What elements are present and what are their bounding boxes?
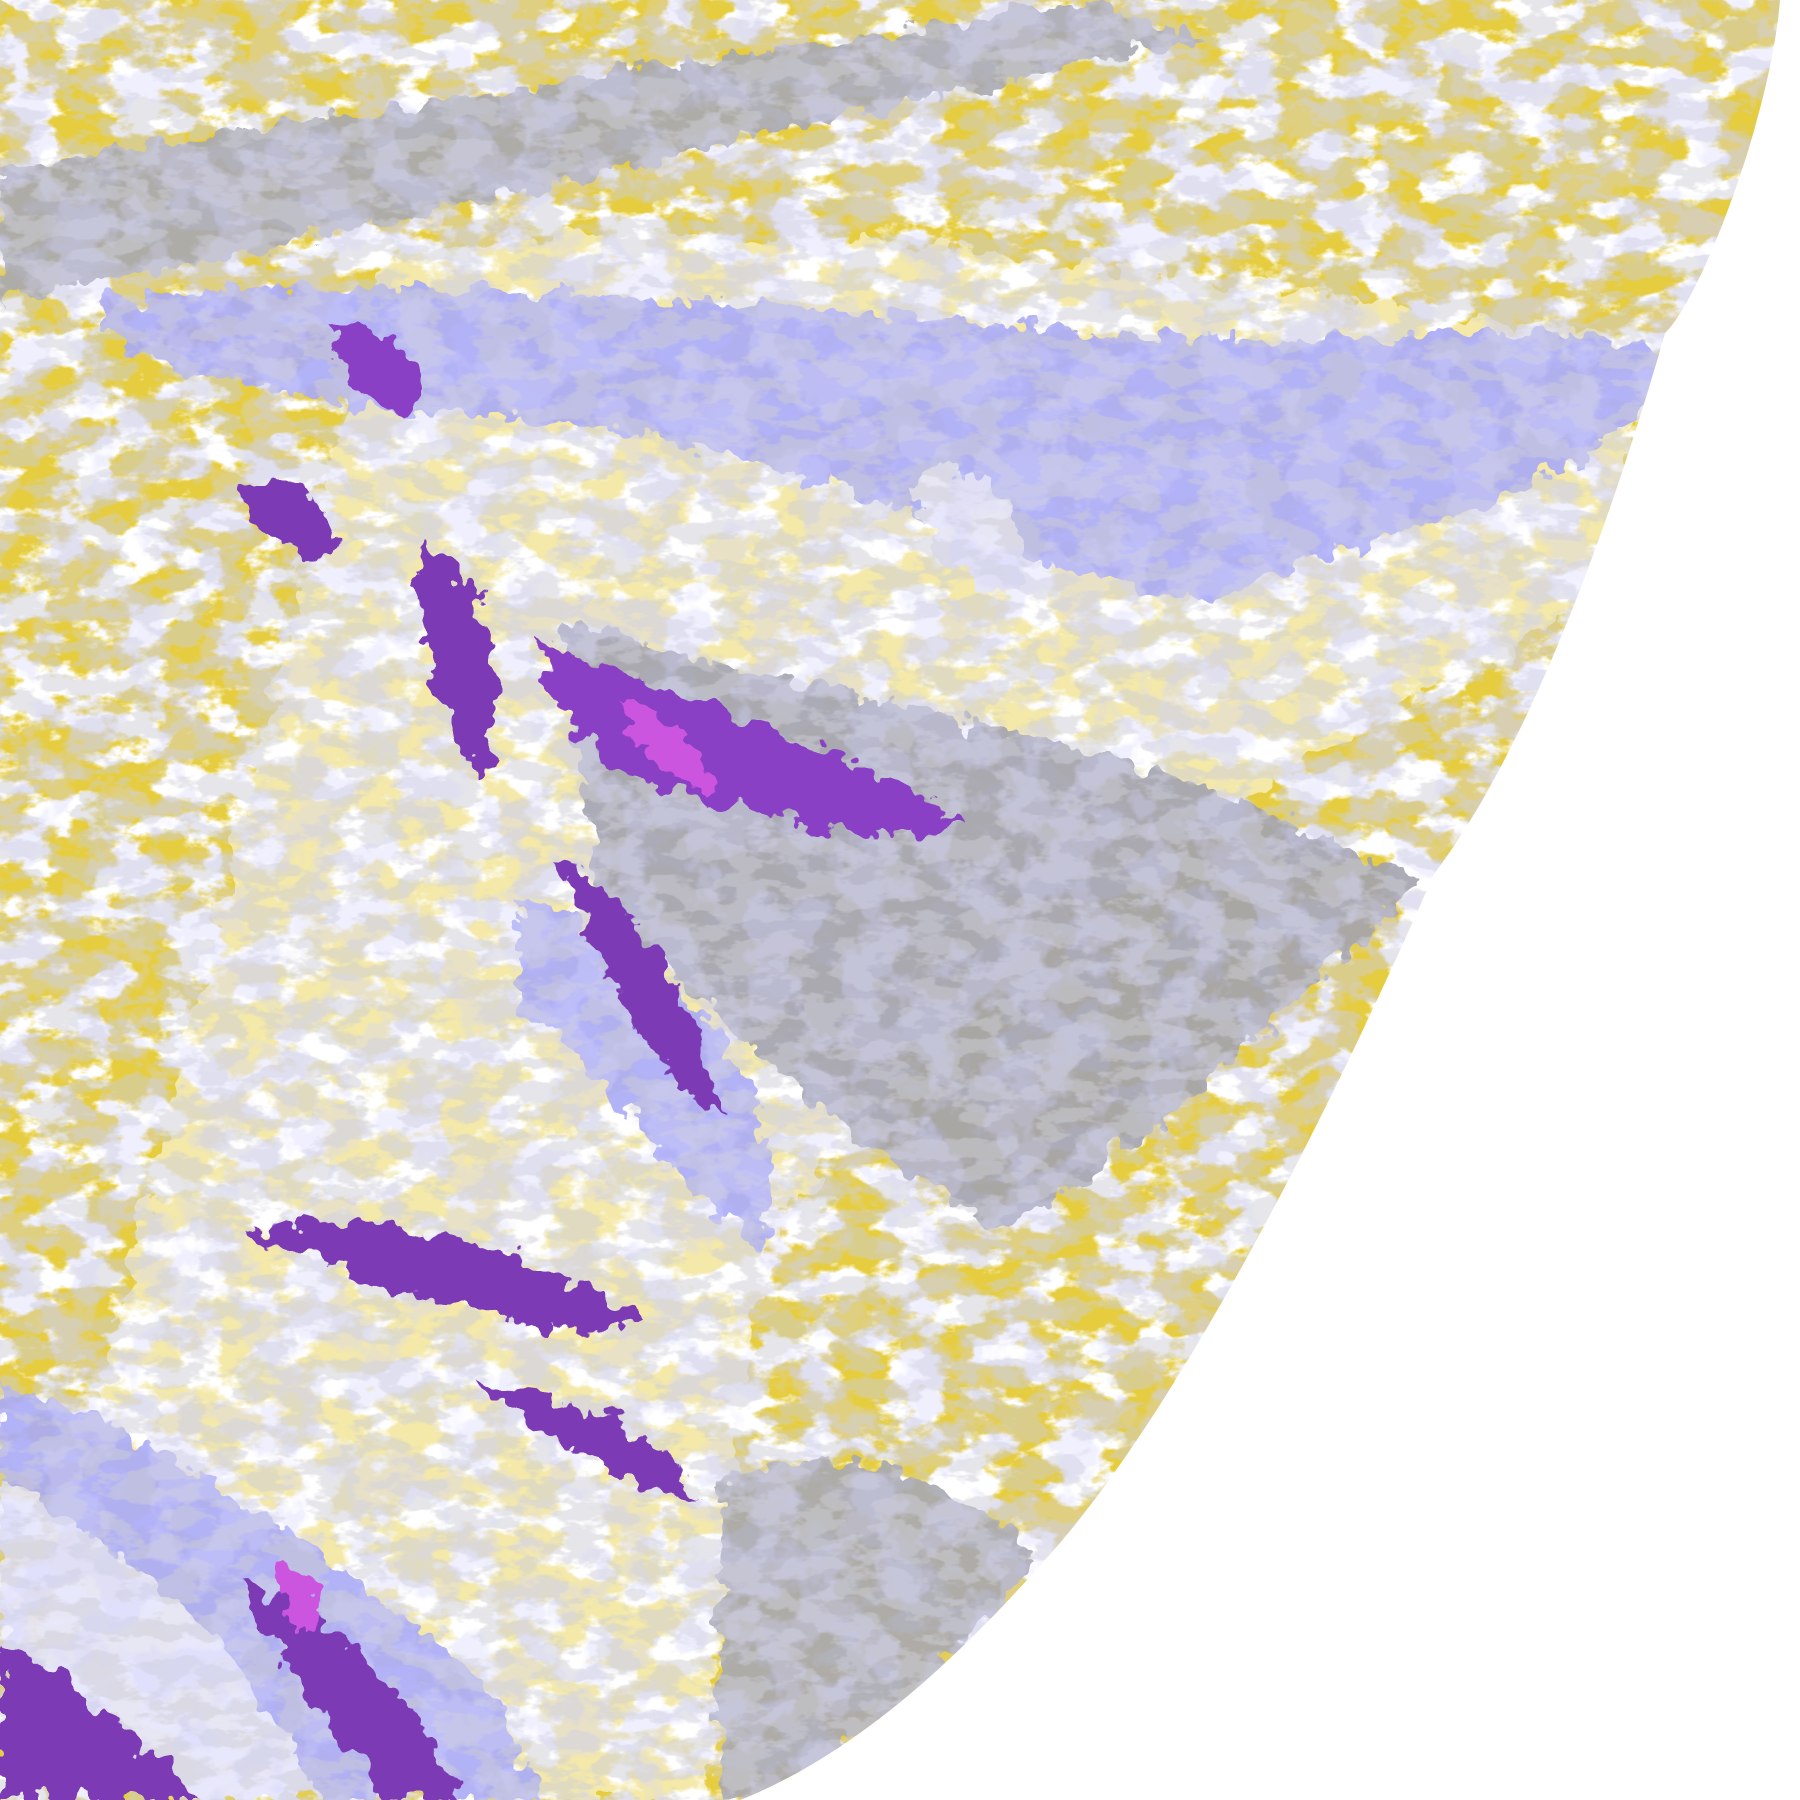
high-cloud	[0, 320, 960, 1800]
